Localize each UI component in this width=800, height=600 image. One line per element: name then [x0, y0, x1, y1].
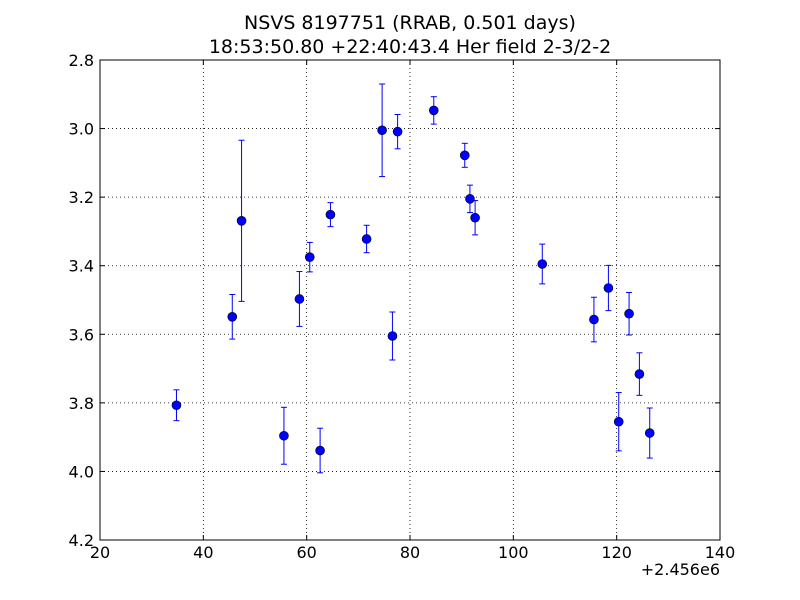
data-point — [624, 308, 634, 319]
x-tick-label: 100 — [498, 543, 529, 562]
data-point — [361, 234, 372, 244]
data-point — [459, 150, 470, 161]
y-tick-label: 4.2 — [69, 531, 94, 550]
data-point — [465, 194, 475, 204]
x-offset-label: +2.456e6 — [641, 560, 720, 579]
data-point — [644, 428, 655, 438]
y-tick-label: 3.6 — [69, 325, 94, 344]
tick-labels: 20 40 60 80 100 120 140 2.8 3.0 3.2 3.4 3.6 3.8 4.0 4.… — [69, 51, 736, 562]
data-point — [589, 314, 599, 325]
chart-subtitle: 18:53:50.80 +22:40:43.4 Her field 2-3/2-… — [209, 36, 611, 58]
y-tick-label: 2.8 — [69, 51, 94, 70]
x-tick-label: 80 — [400, 543, 420, 562]
data-point — [304, 252, 315, 262]
y-tick-label: 3.8 — [69, 394, 94, 413]
data-point — [236, 216, 247, 226]
data-points — [171, 105, 655, 456]
data-point — [613, 416, 624, 427]
x-tick-label: 40 — [193, 543, 213, 562]
y-tick-label: 3.0 — [69, 120, 94, 139]
x-tick-label: 60 — [296, 543, 316, 562]
data-point — [537, 259, 548, 269]
data-point — [294, 294, 305, 304]
data-point — [603, 283, 614, 293]
data-point — [392, 126, 403, 137]
data-point — [279, 430, 289, 441]
data-point — [387, 331, 398, 341]
data-point — [428, 105, 439, 116]
data-point — [634, 369, 645, 379]
chart-title: NSVS 8197751 (RRAB, 0.501 days) — [244, 12, 576, 34]
data-point — [315, 445, 325, 456]
grid — [100, 60, 720, 540]
x-tick-label: 140 — [705, 543, 736, 562]
y-tick-label: 3.2 — [69, 188, 94, 207]
x-tick-label: 20 — [90, 543, 110, 562]
x-tick-label: 120 — [601, 543, 632, 562]
data-point — [470, 212, 480, 223]
y-tick-label: 4.0 — [69, 462, 94, 481]
data-point — [325, 209, 336, 220]
y-tick-label: 3.4 — [69, 257, 94, 276]
data-point — [227, 311, 238, 322]
plot-frame — [99, 59, 721, 541]
data-point — [377, 125, 387, 136]
data-point — [171, 400, 182, 411]
